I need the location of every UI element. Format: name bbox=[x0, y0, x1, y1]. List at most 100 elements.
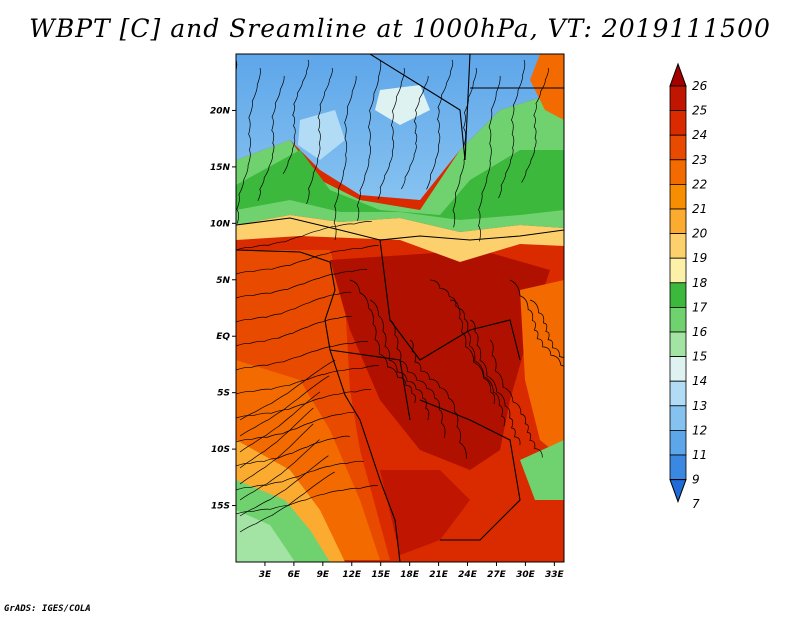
colorbar-segment bbox=[669, 159, 687, 185]
colorbar-label: 18 bbox=[692, 276, 708, 290]
north-cold-region bbox=[236, 54, 564, 200]
streamline bbox=[452, 67, 477, 228]
streamline bbox=[236, 460, 364, 491]
streamline bbox=[239, 439, 320, 501]
streamline bbox=[356, 59, 382, 221]
colorbar-label: 7 bbox=[692, 497, 700, 511]
colorbar-segment bbox=[669, 183, 687, 210]
colorbar-segment bbox=[669, 331, 687, 358]
cool-patch bbox=[298, 110, 345, 160]
streamline bbox=[236, 59, 238, 73]
colorbar-segment bbox=[669, 380, 687, 407]
streamline bbox=[236, 67, 261, 224]
northeast-warm-region bbox=[530, 54, 564, 120]
figure-title: WBPT [C] and Sreamline at 1000hPa, VT: 2… bbox=[29, 14, 771, 43]
streamline bbox=[489, 339, 543, 458]
lon-tick-label: 15E bbox=[371, 570, 391, 580]
streamline bbox=[498, 59, 526, 199]
lat-tick-label: 15N bbox=[210, 163, 231, 173]
lat-tick-label: 15S bbox=[211, 502, 230, 512]
streamline bbox=[236, 268, 368, 299]
streamline bbox=[333, 75, 357, 240]
dark-green-band bbox=[236, 150, 564, 220]
colorbar-label: 22 bbox=[692, 177, 707, 191]
colorbar-label: 23 bbox=[692, 153, 707, 167]
streamline bbox=[236, 221, 372, 251]
streamline bbox=[257, 75, 285, 201]
streamline bbox=[239, 407, 314, 469]
streamline bbox=[306, 67, 333, 204]
streamline bbox=[401, 75, 429, 190]
streamline bbox=[529, 299, 564, 359]
streamlines bbox=[236, 59, 564, 533]
streamline bbox=[239, 455, 329, 517]
colorbar-label: 16 bbox=[692, 325, 708, 339]
east-green-region bbox=[520, 440, 564, 500]
colorbar-segment bbox=[669, 429, 687, 456]
colorbar-segment bbox=[669, 282, 687, 308]
colorbar-segment bbox=[669, 405, 687, 431]
streamline bbox=[469, 319, 521, 446]
streamline bbox=[236, 412, 355, 443]
lon-tick-label: 18E bbox=[400, 570, 420, 580]
streamline bbox=[236, 245, 379, 275]
footer-credit: GrADS: IGES/COLA bbox=[4, 604, 91, 614]
streamline bbox=[478, 75, 501, 242]
colorbar-segment bbox=[669, 85, 687, 112]
streamline bbox=[509, 279, 564, 367]
streamline bbox=[389, 319, 446, 438]
colorbar-segment bbox=[669, 208, 687, 235]
colorbar-segment bbox=[669, 257, 687, 284]
colorbar-top-arrow bbox=[669, 62, 687, 87]
lat-tick-label: EQ bbox=[216, 332, 230, 342]
streamline bbox=[369, 299, 430, 421]
lon-tick-label: 27E bbox=[487, 570, 507, 580]
lon-tick-label: 9E bbox=[317, 570, 330, 580]
lon-tick-label: 24E bbox=[458, 570, 478, 580]
colorbar-label: 12 bbox=[692, 423, 707, 437]
colorbar: 26 25 24 23 22 21 20 19 18 17 16 15 14 13 12 11 9 7 bbox=[669, 62, 708, 511]
colorbar-label: 9 bbox=[692, 473, 700, 487]
streamline bbox=[449, 299, 506, 427]
streamline bbox=[239, 471, 335, 533]
lon-tick-label: 12E bbox=[342, 570, 362, 580]
lat-tick-label: 5N bbox=[216, 276, 230, 286]
colorbar-label: 13 bbox=[692, 399, 707, 413]
colorbar-label: 15 bbox=[692, 350, 707, 364]
colorbar-label: 14 bbox=[692, 374, 707, 388]
streamline bbox=[409, 339, 467, 459]
southwest-lightgreen-region bbox=[236, 510, 295, 562]
east-orange-region bbox=[520, 280, 564, 460]
colorbar-segment bbox=[669, 134, 687, 161]
colorbar-label: 24 bbox=[692, 128, 707, 142]
lat-tick-label: 20N bbox=[210, 106, 231, 116]
wbpt-field bbox=[236, 54, 564, 562]
streamline bbox=[239, 359, 336, 421]
lat-tick-label: 10N bbox=[210, 219, 231, 229]
streamline bbox=[236, 341, 368, 371]
south-hot-region bbox=[380, 470, 470, 555]
colorbar-segment bbox=[669, 110, 687, 136]
colorbar-segment bbox=[669, 233, 687, 259]
lat-tick-label: 5S bbox=[217, 389, 230, 399]
colorbar-label: 21 bbox=[692, 202, 707, 216]
map-frame bbox=[235, 53, 565, 563]
lon-tick-label: 21E bbox=[429, 570, 449, 580]
streamline bbox=[377, 67, 405, 200]
colorbar-label: 11 bbox=[692, 448, 707, 462]
streamline bbox=[236, 485, 378, 515]
streamline bbox=[521, 67, 549, 183]
streamline bbox=[236, 435, 350, 467]
streamline bbox=[349, 279, 416, 404]
latitude-axis: 20N 15N 10N 5N EQ 5S 10S 15S bbox=[210, 106, 236, 512]
streamline bbox=[282, 59, 310, 174]
colorbar-segment bbox=[669, 306, 687, 333]
streamline bbox=[426, 59, 454, 190]
colorbar-bottom-arrow bbox=[669, 479, 687, 504]
colorbar-label: 20 bbox=[692, 227, 708, 241]
streamline bbox=[429, 279, 496, 404]
colorbar-segment bbox=[669, 356, 687, 382]
longitude-axis: 3E 6E 9E 12E 15E 18E 21E 24E 27E 30E 33E bbox=[259, 562, 565, 580]
